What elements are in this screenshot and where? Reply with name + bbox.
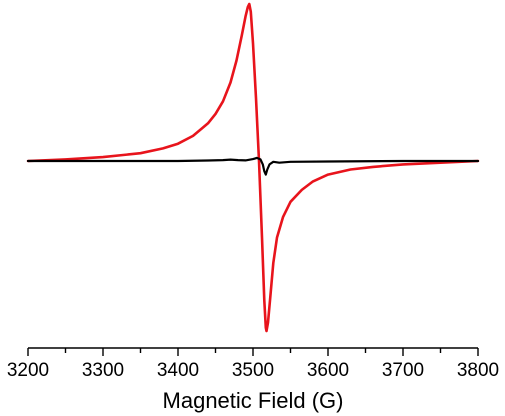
x-tick-label: 3200 [7,360,49,381]
series-line-2 [26,156,480,176]
x-tick-label: 3400 [157,360,199,381]
x-tick-label: 3600 [307,360,349,381]
x-ticks: 3200 3300 3400 3500 3600 3700 3800 [7,348,499,381]
x-tick-label: 3700 [382,360,424,381]
series-layer [26,2,480,333]
x-tick-label: 3500 [232,360,274,381]
x-tick-label: 3300 [82,360,124,381]
x-tick-label: 3800 [457,360,499,381]
x-axis: 3200 3300 3400 3500 3600 3700 3800 [7,347,499,381]
series-line-1 [26,2,480,333]
plot-area [26,2,480,333]
x-axis-title: Magnetic Field (G) [163,388,344,413]
